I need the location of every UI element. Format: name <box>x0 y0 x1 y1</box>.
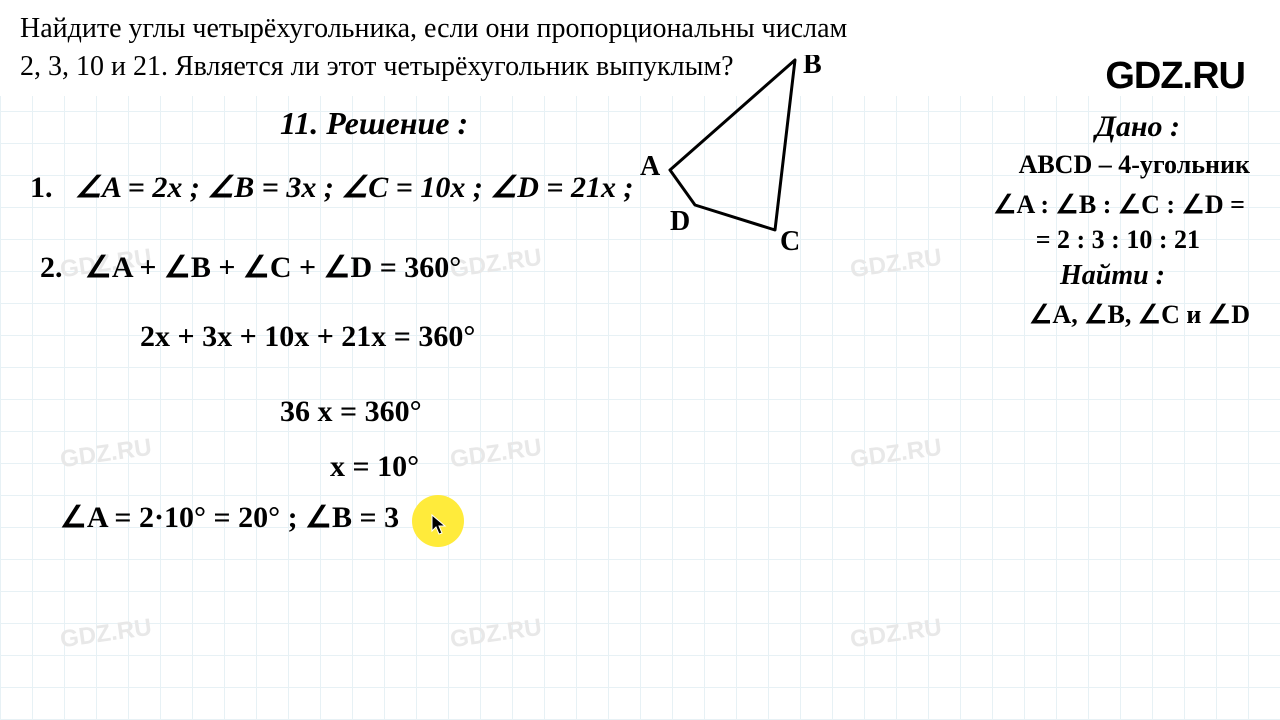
site-logo: GDZ.RU <box>1105 55 1245 98</box>
content-root: Найдите углы четырёхугольника, если они … <box>0 0 1280 96</box>
solution-step-5: x = 10° <box>330 450 419 484</box>
vertex-label-b: B <box>803 55 822 80</box>
find-line: ∠A, ∠B, ∠C и ∠D <box>1029 300 1250 330</box>
vertex-label-d: D <box>670 206 690 237</box>
given-line-2: ∠A : ∠B : ∠C : ∠D = <box>993 190 1245 220</box>
solution-step-4: 36 x = 360° <box>280 395 422 429</box>
step2-number: 2. <box>40 251 63 284</box>
solution-title: 11. Решение : <box>280 105 468 142</box>
quadrilateral-diagram: B A D C <box>600 55 880 255</box>
step1-text: ∠A = 2x ; ∠B = 3x ; ∠C = 10x ; ∠D = 21x … <box>75 171 633 204</box>
solution-step-3: 2x + 3x + 10x + 21x = 360° <box>140 320 475 354</box>
problem-line-1: Найдите углы четырёхугольника, если они … <box>20 10 1260 48</box>
given-title: Дано : <box>1095 110 1180 144</box>
solution-step-1: 1. ∠A = 2x ; ∠B = 3x ; ∠C = 10x ; ∠D = 2… <box>30 170 633 205</box>
polygon-outline <box>670 60 795 230</box>
find-title: Найти : <box>1060 260 1165 292</box>
solution-step-6: ∠A = 2·10° = 20° ; ∠B = 3 <box>60 500 399 535</box>
step2-text: ∠A + ∠B + ∠C + ∠D = 360° <box>85 251 461 284</box>
vertex-label-c: C <box>780 226 800 255</box>
solution-step-2: 2. ∠A + ∠B + ∠C + ∠D = 360° <box>40 250 461 285</box>
given-line-3: = 2 : 3 : 10 : 21 <box>1036 225 1200 255</box>
mouse-cursor-icon <box>430 513 448 543</box>
vertex-label-a: A <box>640 151 661 182</box>
step1-number: 1. <box>30 171 53 204</box>
given-line-1: ABCD – 4-угольник <box>1019 150 1250 180</box>
